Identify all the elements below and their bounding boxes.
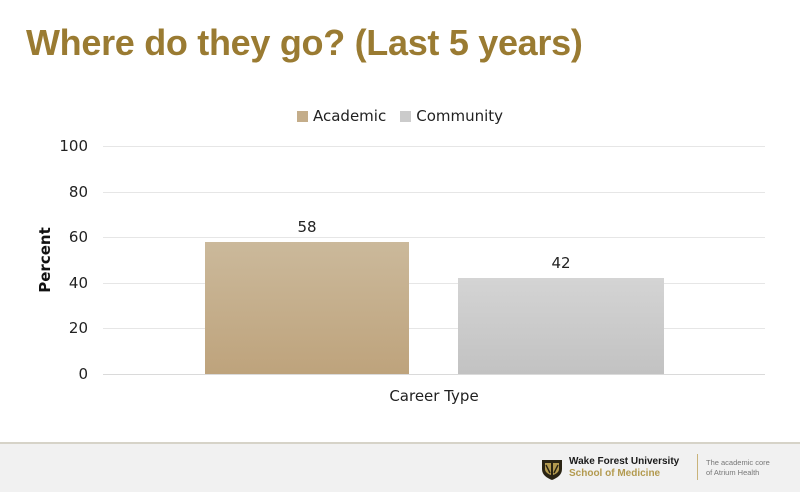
legend-label-academic: Academic [313, 107, 387, 125]
y-tick-100: 100 [59, 137, 88, 155]
legend-item-academic: Academic [297, 107, 386, 125]
slide-title: Where do they go? (Last 5 years) [26, 22, 583, 63]
legend-swatch-academic [297, 110, 308, 122]
gridline-100 [103, 146, 765, 147]
bar-value-community: 42 [551, 254, 571, 272]
legend-swatch-community [400, 110, 412, 122]
footer: Wake Forest University School of Medicin… [0, 442, 800, 492]
gridline-20 [103, 328, 765, 330]
y-tick-40: 40 [68, 273, 88, 292]
footer-tagline-line2: of Atrium Health [706, 468, 760, 477]
bar-community [458, 278, 664, 374]
y-tick-20: 20 [68, 319, 88, 338]
y-tick-0: 0 [78, 365, 88, 383]
bar-value-academic: 58 [297, 218, 317, 236]
y-tick-60: 60 [68, 228, 88, 247]
gridline-80 [103, 191, 765, 193]
footer-tagline-line1: The academic core [706, 458, 770, 467]
footer-tagline: The academic core of Atrium Health [706, 458, 770, 478]
legend-item-community: Community [400, 107, 503, 125]
y-tick-80: 80 [68, 182, 88, 201]
shield-icon [542, 460, 562, 480]
footer-university-name: Wake Forest University [569, 456, 680, 467]
y-axis-label: Percent [36, 227, 54, 293]
footer-divider [697, 454, 698, 480]
gridline-40 [103, 282, 765, 284]
footer-school-name: School of Medicine [569, 468, 661, 479]
gridline-0 [103, 374, 765, 375]
bar-academic [205, 241, 409, 374]
x-axis-label: Career Type [389, 387, 479, 405]
chart-legend: Academic Community [297, 107, 503, 125]
legend-label-community: Community [416, 107, 504, 125]
gridline-60 [103, 237, 765, 239]
